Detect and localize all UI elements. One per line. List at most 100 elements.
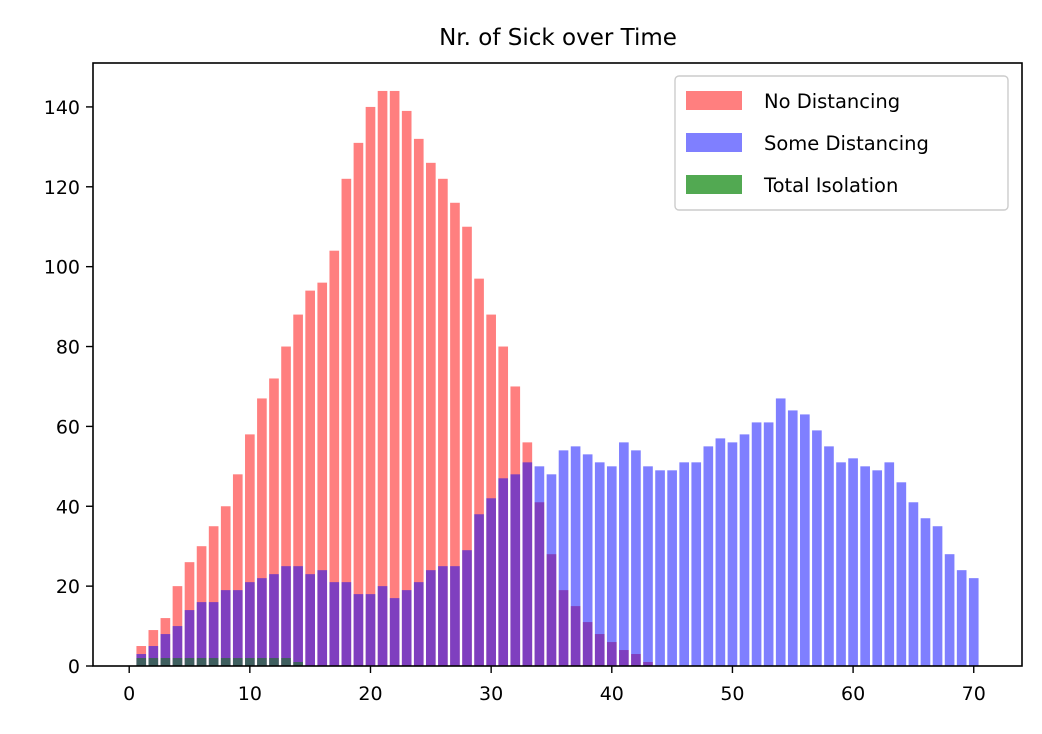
bar [160, 634, 171, 666]
bar [727, 442, 738, 666]
bar [317, 570, 328, 666]
bar [691, 462, 702, 666]
bar [619, 442, 629, 666]
bar [643, 466, 653, 666]
bar [679, 462, 690, 666]
bar [148, 658, 159, 666]
bar [498, 478, 509, 666]
bar [208, 602, 219, 666]
bar [836, 462, 846, 666]
bar [172, 586, 183, 666]
bar [703, 446, 714, 666]
bar [739, 434, 750, 666]
series-3-bars [136, 658, 303, 666]
bar [377, 586, 388, 666]
bar [281, 566, 291, 666]
bar [606, 466, 617, 666]
bar [341, 582, 352, 666]
bar [245, 582, 255, 666]
bar [196, 602, 207, 666]
y-tick-label: 20 [56, 576, 80, 598]
bar [220, 590, 231, 666]
bar [474, 514, 484, 666]
bar [257, 578, 267, 666]
y-tick-label: 0 [68, 656, 80, 678]
bar [389, 90, 400, 666]
bar [956, 570, 967, 666]
bar [305, 290, 315, 666]
x-tick-label: 50 [720, 683, 744, 705]
bar [594, 462, 605, 666]
bar [196, 658, 207, 666]
bar [848, 458, 858, 666]
bar [425, 570, 436, 666]
axes-layer: 0 10 20 30 40 50 60 70 0 20 40 60 80 100 120 140 [44, 62, 1023, 705]
bar [353, 142, 364, 666]
bar [305, 574, 315, 666]
bar [184, 658, 195, 666]
bar [510, 474, 521, 666]
x-tick-label: 40 [600, 683, 624, 705]
bar [486, 498, 496, 666]
bar [401, 590, 412, 666]
bar [570, 446, 581, 666]
bar [208, 658, 219, 666]
bar [920, 518, 931, 666]
bar [293, 314, 303, 666]
bar [558, 450, 569, 666]
bar [812, 430, 822, 666]
bar [329, 250, 340, 666]
series-2-bars [136, 398, 979, 666]
bar [667, 470, 677, 666]
bar [438, 178, 448, 666]
bar [245, 658, 255, 666]
bar [800, 414, 810, 666]
bar [884, 462, 895, 666]
bar [245, 434, 255, 666]
bar [631, 450, 641, 666]
bar [438, 566, 448, 666]
bar [269, 574, 279, 666]
bar [582, 454, 593, 666]
bar [425, 162, 436, 666]
bar [860, 466, 870, 666]
legend: No Distancing Some Distancing Total Isolat… [674, 75, 1009, 211]
bar [257, 398, 267, 666]
bar [824, 446, 834, 666]
bar [293, 566, 303, 666]
bar [401, 110, 412, 667]
bar [462, 226, 472, 667]
bar [269, 658, 279, 666]
bar [172, 658, 183, 666]
bar [715, 438, 726, 666]
bar [389, 598, 400, 666]
chart-title: Nr. of Sick over Time [439, 25, 677, 51]
bar [293, 662, 303, 666]
legend-label: Total Isolation [763, 174, 898, 197]
y-tick-label: 80 [56, 337, 80, 359]
x-tick-label: 30 [479, 683, 503, 705]
x-tick-label: 60 [841, 683, 865, 705]
bar [329, 582, 340, 666]
bar [763, 422, 774, 666]
x-tick-label: 0 [123, 683, 135, 705]
bar [450, 202, 460, 666]
bar [896, 482, 907, 666]
y-tick-label: 140 [44, 97, 80, 119]
bar [136, 658, 147, 666]
bar [534, 466, 545, 666]
bar [522, 462, 533, 666]
legend-swatch [686, 91, 742, 110]
bar [365, 106, 376, 667]
bar [462, 550, 472, 666]
bar [184, 610, 195, 666]
bar [450, 566, 460, 666]
bar [413, 582, 424, 666]
bar [220, 658, 231, 666]
bar [232, 658, 243, 666]
bar [160, 658, 171, 666]
bar [365, 594, 376, 666]
bar [281, 658, 291, 666]
bar [148, 646, 159, 666]
